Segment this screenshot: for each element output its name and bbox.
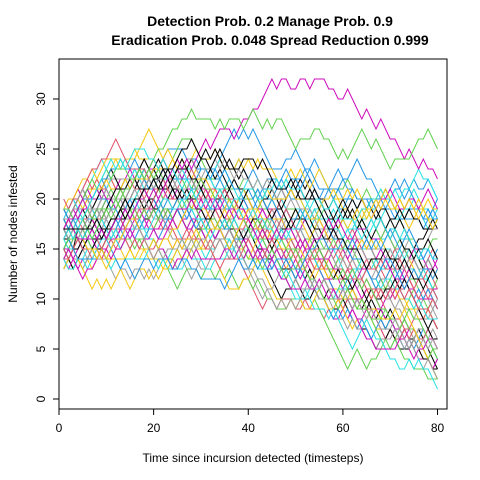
x-tick-label: 60 xyxy=(336,421,350,435)
series-layer xyxy=(63,77,438,390)
series-line-63 xyxy=(63,187,438,261)
y-tick-label: 25 xyxy=(34,142,48,156)
chart-title: Detection Prob. 0.2 Manage Prob. 0.9 xyxy=(147,13,393,29)
series-line-notable-3 xyxy=(63,148,438,261)
series-line-58 xyxy=(63,227,438,310)
x-axis-label: Time since incursion detected (timesteps… xyxy=(143,451,364,465)
series-line-39 xyxy=(63,147,438,281)
series-line-51 xyxy=(63,167,438,380)
series-line-55 xyxy=(63,197,438,271)
y-tick-label: 5 xyxy=(34,345,48,352)
x-tick-label: 40 xyxy=(242,421,256,435)
y-tick-label: 15 xyxy=(34,242,48,256)
y-tick-label: 30 xyxy=(34,92,48,106)
series-line-notable-2 xyxy=(63,107,438,250)
x-tick-label: 0 xyxy=(56,421,63,435)
series-line-60 xyxy=(63,237,438,291)
series-line-54 xyxy=(63,197,438,361)
x-tick-label: 80 xyxy=(431,421,445,435)
y-axis-label: Number of nodes infested xyxy=(6,165,20,302)
series-line-36 xyxy=(63,167,438,310)
chart-subtitle: Eradication Prob. 0.048 Spread Reduction… xyxy=(111,32,429,48)
y-tick-label: 10 xyxy=(34,292,48,306)
series-line-notable-4 xyxy=(63,137,438,291)
y-tick-label: 20 xyxy=(34,192,48,206)
y-axis: 0 5 10 15 20 25 30 xyxy=(34,92,60,402)
x-axis: 0 20 40 60 80 xyxy=(56,408,445,435)
y-tick-label: 0 xyxy=(34,395,48,402)
x-tick-label: 20 xyxy=(147,421,161,435)
